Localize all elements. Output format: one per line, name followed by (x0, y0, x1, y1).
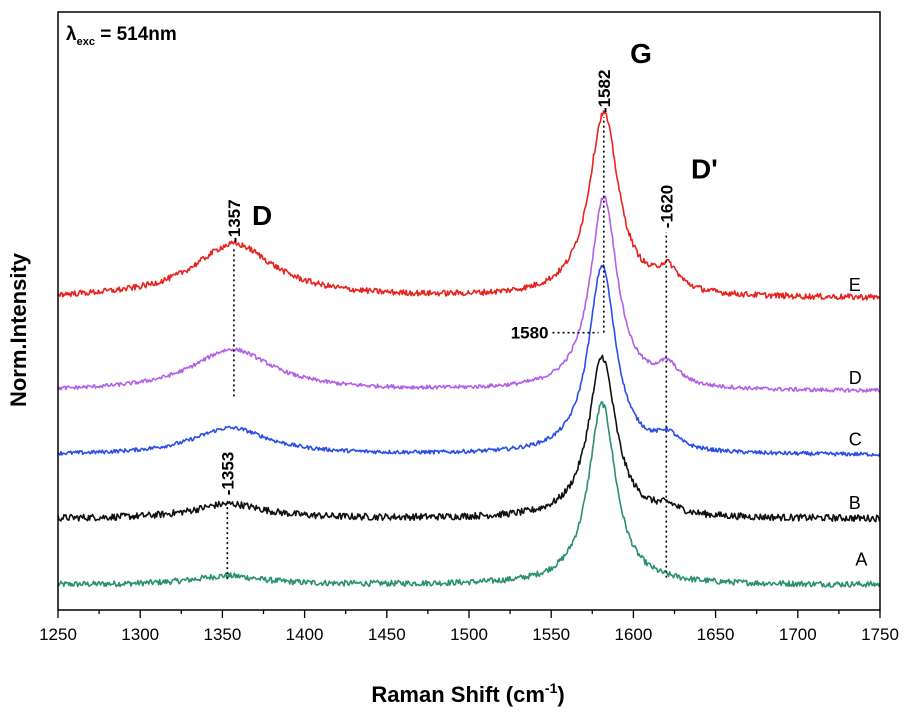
x-tick-label: 1400 (286, 625, 324, 644)
band-label-D: D (252, 200, 272, 231)
x-tick-label: 1450 (368, 625, 406, 644)
spectrum-line-C (57, 264, 881, 457)
x-tick-label: 1500 (450, 625, 488, 644)
x-axis-label-sup: -1 (545, 680, 558, 696)
annotation-layer: -1357 -1582 -1620 -1353 1580 D G D' (218, 38, 718, 580)
x-tick-label: 1550 (532, 625, 570, 644)
x-tick-label: 1250 (39, 625, 77, 644)
x-tick-label: 1750 (861, 625, 899, 644)
peak-label-1353: -1353 (218, 452, 237, 495)
excitation-symbol: λ (66, 24, 77, 45)
spectrum-line-E (57, 110, 881, 301)
x-tick-label: 1650 (697, 625, 735, 644)
x-axis-ticks: 1250 1300 1350 1400 1450 1500 1550 1600 1650 1700… (39, 610, 899, 644)
spectrum-line-B (57, 354, 881, 523)
excitation-wavelength-label: λexc = 514nm (66, 24, 177, 48)
y-axis-label: Norm.Intensity (6, 252, 31, 407)
series-label-B: B (849, 493, 861, 513)
x-tick-label: 1300 (121, 625, 159, 644)
band-label-G: G (630, 38, 652, 69)
x-tick-label: 1700 (779, 625, 817, 644)
excitation-value: = 514nm (95, 24, 177, 45)
plot-frame (57, 11, 881, 611)
band-label-Dprime: D' (691, 153, 718, 184)
series-layer: A B C D E (57, 110, 881, 588)
peak-label-1357: -1357 (225, 199, 244, 242)
x-tick-label: 1600 (614, 625, 652, 644)
x-axis-label: Raman Shift (cm-1) (371, 680, 564, 707)
series-label-C: C (849, 429, 862, 449)
series-label-D: D (849, 368, 862, 388)
excitation-subscript: exc (77, 36, 95, 48)
series-label-A: A (855, 549, 867, 569)
spectrum-line-D (57, 195, 881, 393)
series-label-E: E (849, 275, 861, 295)
peak-label-1580: 1580 (511, 324, 549, 343)
spectrum-line-A (57, 401, 881, 588)
peak-label-1582: -1582 (595, 70, 614, 113)
peak-label-1620: -1620 (657, 185, 676, 228)
x-axis-label-main: Raman Shift (cm (371, 682, 545, 707)
x-tick-label: 1350 (203, 625, 241, 644)
x-axis-label-close: ) (557, 682, 564, 707)
